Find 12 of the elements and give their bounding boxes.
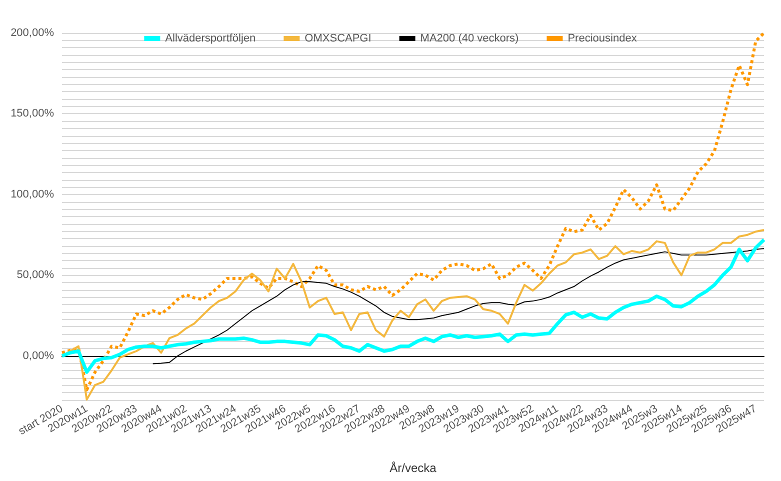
- line-series: [60, 238, 766, 374]
- y-tick-label: 150,00%: [10, 108, 54, 120]
- y-tick-label: 50,00%: [16, 269, 54, 282]
- legend-label: OMXSCAPGI: [304, 32, 372, 44]
- y-tick-label: 200,00%: [10, 27, 54, 39]
- line-series: [60, 32, 766, 392]
- y-tick-label: 0,00%: [22, 350, 54, 362]
- legend-label: Preciousindex: [568, 32, 638, 44]
- legend-label: Allvädersportföljen: [165, 32, 256, 44]
- legend-label: MA200 (40 veckors): [420, 32, 519, 44]
- y-tick-label: 100,00%: [10, 188, 54, 200]
- x-axis-title: År/vecka: [390, 461, 437, 475]
